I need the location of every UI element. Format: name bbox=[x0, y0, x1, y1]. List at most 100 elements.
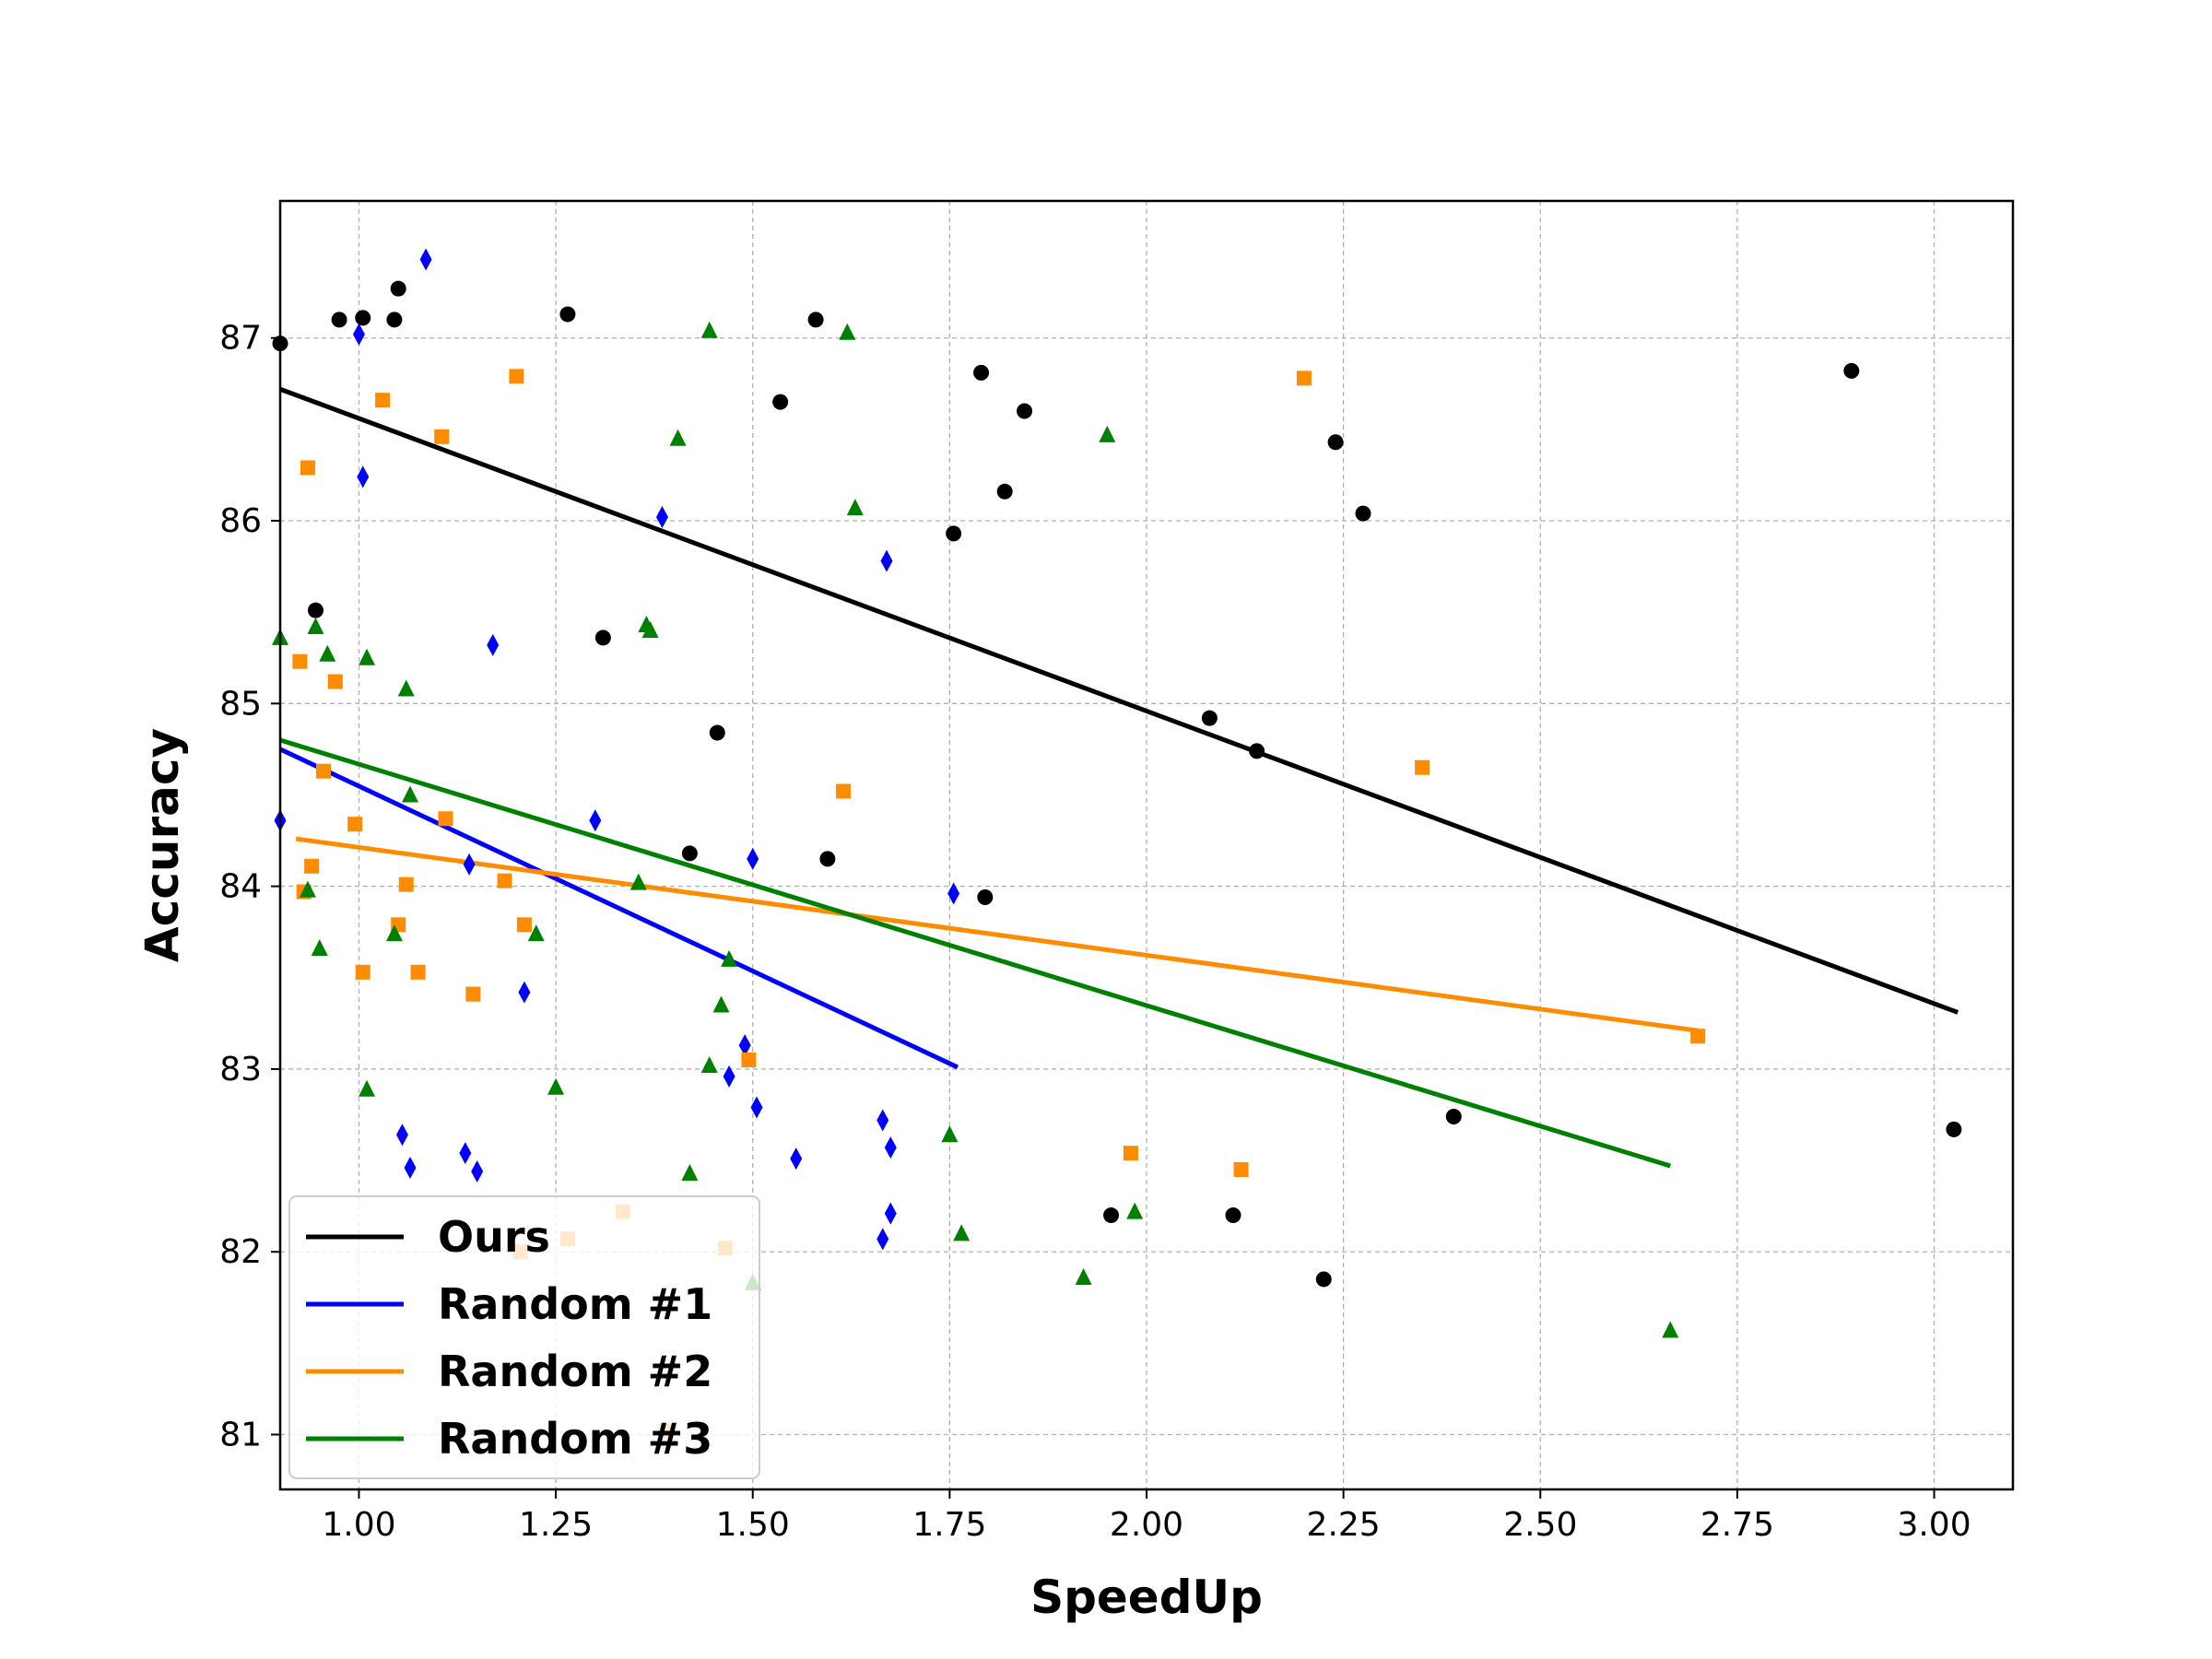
point-square bbox=[509, 369, 524, 384]
x-tick-label: 3.00 bbox=[1897, 1506, 1971, 1544]
point-square bbox=[465, 986, 481, 1002]
point-diamond bbox=[459, 1142, 472, 1165]
y-tick-label: 86 bbox=[219, 502, 262, 540]
point-diamond bbox=[471, 1159, 484, 1182]
point-circle bbox=[819, 851, 836, 867]
legend-label: Ours bbox=[438, 1212, 550, 1262]
series-points bbox=[272, 280, 1962, 1288]
point-square bbox=[497, 873, 512, 888]
fit-lines bbox=[278, 386, 1959, 1169]
point-triangle bbox=[941, 1125, 959, 1143]
point-triangle bbox=[397, 679, 415, 697]
point-diamond bbox=[790, 1147, 803, 1171]
point-circle bbox=[307, 602, 324, 618]
data-points bbox=[272, 248, 1962, 1439]
point-circle bbox=[807, 312, 824, 328]
point-triangle bbox=[681, 1163, 699, 1181]
point-circle bbox=[355, 310, 371, 326]
point-circle bbox=[973, 364, 990, 381]
point-diamond bbox=[404, 1156, 417, 1179]
legend-label: Random #2 bbox=[438, 1347, 712, 1396]
point-square bbox=[355, 964, 371, 980]
point-diamond bbox=[463, 853, 476, 876]
point-circle bbox=[1017, 403, 1033, 419]
point-triangle bbox=[839, 323, 856, 340]
x-tick-label: 2.75 bbox=[1700, 1506, 1774, 1544]
point-triangle bbox=[1099, 425, 1116, 442]
point-diamond bbox=[947, 882, 960, 905]
point-circle bbox=[1201, 710, 1218, 726]
point-diamond bbox=[750, 1096, 763, 1119]
point-circle bbox=[946, 525, 962, 542]
point-circle bbox=[1327, 434, 1344, 451]
point-square bbox=[347, 817, 363, 832]
point-circle bbox=[1315, 1271, 1332, 1288]
point-square bbox=[836, 783, 851, 799]
legend: Ours Random #1 Random #2 Random #3 bbox=[288, 1195, 760, 1479]
point-triangle bbox=[700, 1055, 718, 1073]
x-tick-label: 2.50 bbox=[1503, 1506, 1577, 1544]
point-square bbox=[300, 460, 315, 476]
point-diamond bbox=[880, 549, 893, 572]
point-circle bbox=[594, 629, 611, 646]
point-square bbox=[1296, 371, 1312, 386]
point-triangle bbox=[669, 429, 687, 446]
point-square bbox=[438, 811, 453, 827]
y-tick-label: 82 bbox=[219, 1233, 262, 1271]
point-circle bbox=[390, 280, 406, 297]
point-triangle bbox=[1662, 1321, 1679, 1338]
point-triangle bbox=[359, 648, 375, 665]
point-circle bbox=[1249, 743, 1265, 759]
point-square bbox=[327, 674, 343, 689]
point-diamond bbox=[747, 847, 759, 870]
point-circle bbox=[331, 312, 347, 328]
point-square bbox=[1415, 759, 1430, 775]
point-triangle bbox=[712, 995, 730, 1013]
point-diamond bbox=[723, 1065, 735, 1088]
point-circle bbox=[559, 306, 576, 323]
point-triangle bbox=[846, 499, 864, 516]
x-tick-label: 2.25 bbox=[1307, 1506, 1381, 1544]
point-circle bbox=[772, 394, 789, 410]
point-square bbox=[375, 393, 391, 408]
point-diamond bbox=[487, 633, 500, 656]
point-triangle bbox=[953, 1224, 971, 1241]
point-circle bbox=[1445, 1108, 1462, 1124]
point-diamond bbox=[655, 506, 668, 529]
point-square bbox=[398, 877, 414, 892]
point-square bbox=[1690, 1029, 1706, 1044]
point-circle bbox=[1355, 505, 1371, 522]
point-triangle bbox=[311, 939, 328, 957]
y-tick-label: 87 bbox=[219, 320, 262, 358]
legend-label: Random #3 bbox=[438, 1414, 712, 1464]
point-square bbox=[434, 429, 450, 444]
point-triangle bbox=[527, 924, 545, 942]
point-diamond bbox=[738, 1034, 751, 1057]
series-points bbox=[272, 321, 1679, 1338]
point-diamond bbox=[877, 1228, 889, 1251]
point-circle bbox=[681, 845, 698, 862]
fit-line bbox=[295, 836, 1699, 1033]
legend-label: Random #1 bbox=[438, 1279, 712, 1329]
point-circle bbox=[1103, 1207, 1120, 1224]
point-circle bbox=[386, 312, 403, 328]
point-diamond bbox=[518, 981, 531, 1004]
point-triangle bbox=[721, 949, 738, 967]
point-square bbox=[1123, 1146, 1138, 1161]
fit-line bbox=[279, 386, 1959, 1015]
y-tick-label: 85 bbox=[219, 685, 262, 723]
x-tick-label: 1.25 bbox=[519, 1506, 593, 1544]
point-triangle bbox=[307, 618, 324, 635]
point-circle bbox=[709, 724, 725, 741]
point-triangle bbox=[402, 785, 418, 803]
point-diamond bbox=[357, 465, 370, 488]
point-square bbox=[292, 653, 308, 669]
point-triangle bbox=[1126, 1202, 1144, 1219]
x-tick-label: 1.50 bbox=[716, 1506, 790, 1544]
point-diamond bbox=[884, 1202, 897, 1225]
x-tick-label: 1.75 bbox=[912, 1506, 986, 1544]
point-triangle bbox=[547, 1077, 565, 1095]
point-diamond bbox=[419, 248, 432, 271]
x-tick-label: 2.00 bbox=[1110, 1506, 1183, 1544]
point-diamond bbox=[352, 323, 365, 346]
